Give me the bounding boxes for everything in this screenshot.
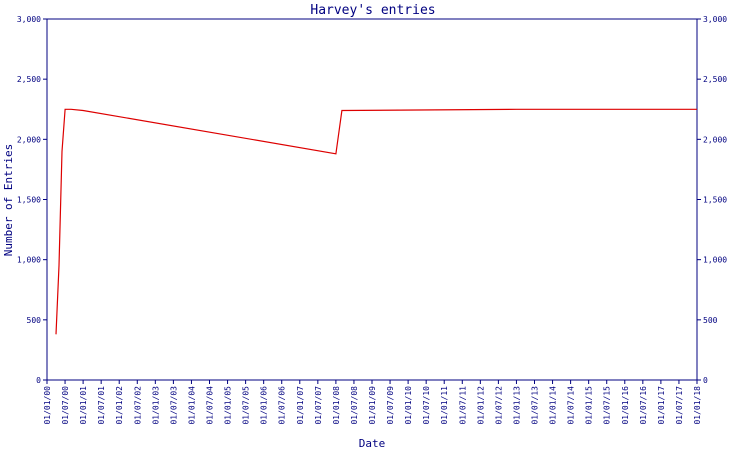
x-tick-label: 01/01/15 — [585, 386, 594, 425]
x-tick-label: 01/01/04 — [187, 386, 196, 425]
y-tick-label-right: 500 — [703, 316, 718, 325]
x-axis-label: Date — [359, 437, 386, 450]
x-tick-label: 01/01/02 — [115, 386, 124, 425]
x-tick-label: 01/07/06 — [278, 386, 287, 425]
y-tick-label-right: 0 — [703, 376, 708, 385]
y-axis-label: Number of Entries — [2, 144, 15, 257]
x-tick-label: 01/01/05 — [224, 386, 233, 425]
x-tick-label: 01/07/12 — [494, 386, 503, 425]
x-tick-label: 01/01/09 — [368, 386, 377, 425]
y-tick-label-left: 3,000 — [17, 15, 41, 24]
x-tick-label: 01/01/07 — [296, 386, 305, 425]
x-tick-label: 01/07/15 — [603, 386, 612, 425]
x-tick-label: 01/07/13 — [531, 386, 540, 425]
y-tick-label-left: 2,500 — [17, 75, 41, 84]
y-tick-label-right: 1,000 — [703, 256, 727, 265]
x-tick-label: 01/01/18 — [693, 386, 702, 425]
y-tick-label-left: 0 — [36, 376, 41, 385]
x-tick-label: 01/07/11 — [458, 386, 467, 425]
x-tick-label: 01/01/16 — [621, 386, 630, 425]
x-tick-label: 01/01/12 — [476, 386, 485, 425]
x-tick-label: 01/01/13 — [512, 386, 521, 425]
series-line — [55, 108, 697, 335]
y-tick-label-left: 500 — [27, 316, 42, 325]
x-tick-label: 01/01/08 — [332, 386, 341, 425]
x-tick-label: 01/07/00 — [61, 386, 70, 425]
x-tick-label: 01/07/03 — [169, 386, 178, 425]
x-tick-label: 01/07/01 — [97, 386, 106, 425]
x-tick-label: 01/07/10 — [422, 386, 431, 425]
x-tick-label: 01/01/14 — [549, 386, 558, 425]
x-tick-label: 01/07/05 — [242, 386, 251, 425]
plot-frame — [46, 18, 698, 381]
x-tick-label: 01/07/04 — [206, 386, 215, 425]
x-tick-label: 01/07/17 — [675, 386, 684, 425]
x-tick-label: 01/01/03 — [151, 386, 160, 425]
y-tick-label-left: 1,500 — [17, 196, 41, 205]
y-tick-label-left: 2,000 — [17, 135, 41, 144]
x-tick-label: 01/01/17 — [657, 386, 666, 425]
x-tick-label: 01/07/08 — [350, 386, 359, 425]
y-ticks: 0 0 500 500 1,000 1,000 1,500 1,500 2,000 2,000 2,… — [17, 15, 727, 385]
series-group — [55, 108, 697, 335]
y-tick-label-right: 2,000 — [703, 135, 727, 144]
x-tick-label: 01/07/02 — [133, 386, 142, 425]
x-tick-label: 01/07/14 — [567, 386, 576, 425]
x-tick-label: 01/01/00 — [43, 386, 52, 425]
x-tick-label: 01/01/11 — [440, 386, 449, 425]
x-ticks: 01/01/00 01/07/00 01/01/01 01/07/01 01/01/02… — [43, 380, 702, 425]
y-tick-label-right: 3,000 — [703, 15, 727, 24]
x-tick-label: 01/01/10 — [404, 386, 413, 425]
x-tick-label: 01/07/07 — [314, 386, 323, 425]
x-tick-label: 01/01/01 — [79, 386, 88, 425]
y-tick-label-left: 1,000 — [17, 256, 41, 265]
x-tick-label: 01/07/16 — [639, 386, 648, 425]
x-tick-label: 01/07/09 — [386, 386, 395, 425]
y-tick-label-right: 2,500 — [703, 75, 727, 84]
y-tick-label-right: 1,500 — [703, 196, 727, 205]
x-tick-label: 01/01/06 — [260, 386, 269, 425]
chart-title: Harvey's entries — [310, 3, 435, 18]
